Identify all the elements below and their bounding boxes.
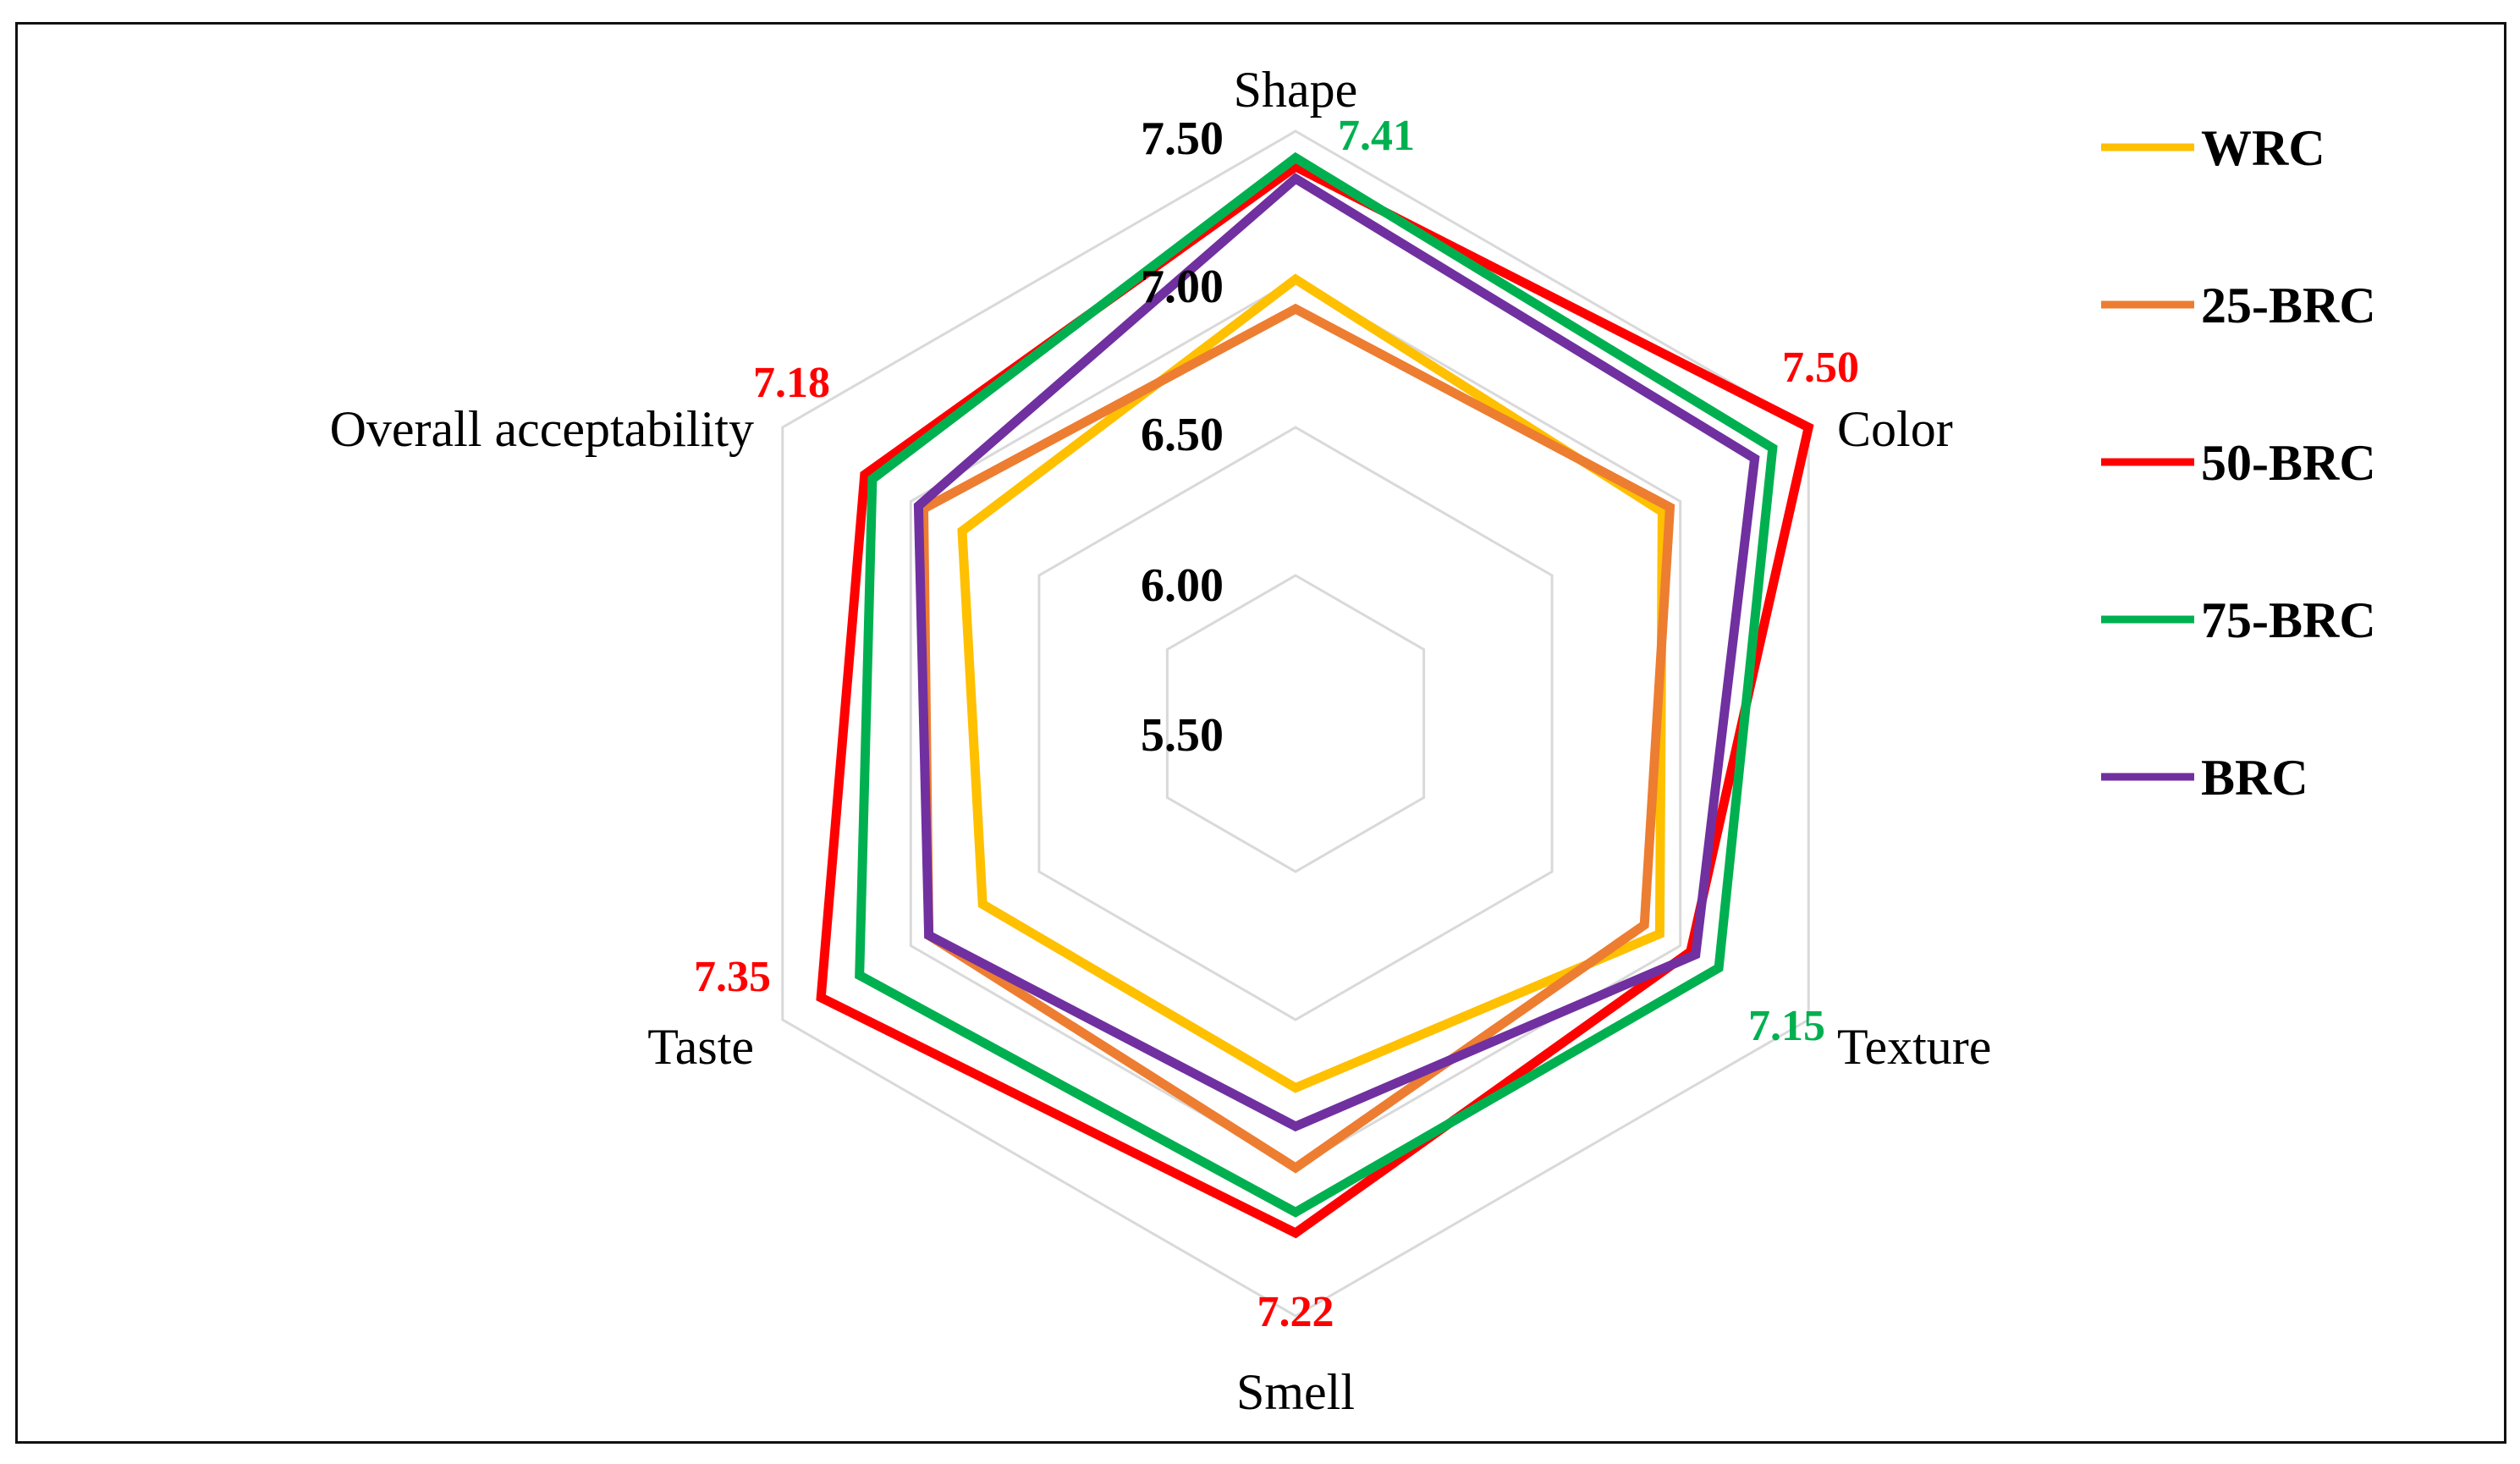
data-label-texture: 7.15 <box>1748 1002 1825 1050</box>
radar-series <box>816 151 1814 1239</box>
series-25-brc <box>918 303 1675 1174</box>
series-75-brc <box>855 151 1778 1218</box>
legend-label-25-brc: 25-BRC <box>2201 278 2376 333</box>
grid-ring-6-50 <box>1037 426 1554 1021</box>
axis-label-overall-acceptability: Overall acceptability <box>330 401 754 457</box>
series-50-brc <box>816 161 1814 1239</box>
data-label-smell: 7.22 <box>1257 1288 1334 1336</box>
chart-frame: Shape Color Texture Smell Taste Overall … <box>15 22 2506 1444</box>
axis-label-texture: Texture <box>1837 1019 1991 1075</box>
series-wrc <box>957 273 1667 1093</box>
data-label-taste: 7.35 <box>694 953 771 1001</box>
series-brc <box>913 173 1760 1132</box>
tick-label-6-00: 6.00 <box>1141 559 1224 612</box>
legend-label-wrc: WRC <box>2201 120 2325 176</box>
tick-label-6-50: 6.50 <box>1141 409 1224 461</box>
grid-ring-6-00 <box>1165 574 1426 873</box>
legend: WRC 25-BRC 50-BRC 75-BRC BRC <box>2101 120 2376 806</box>
axis-label-shape: Shape <box>1234 62 1358 118</box>
tick-label-7-00: 7.00 <box>1141 261 1224 313</box>
radar-chart: Shape Color Texture Smell Taste Overall … <box>330 62 2376 1420</box>
tick-label-5-50: 5.50 <box>1141 709 1224 762</box>
axis-label-smell: Smell <box>1236 1364 1355 1420</box>
legend-label-brc: BRC <box>2201 750 2308 806</box>
data-label-overall-acceptability: 7.18 <box>753 359 830 407</box>
tick-label-7-50: 7.50 <box>1141 113 1224 165</box>
axis-label-taste: Taste <box>647 1019 754 1075</box>
legend-label-75-brc: 75-BRC <box>2201 592 2376 648</box>
data-label-color: 7.50 <box>1782 344 1859 392</box>
legend-label-50-brc: 50-BRC <box>2201 435 2376 491</box>
axis-label-color: Color <box>1837 401 1953 457</box>
data-label-shape: 7.41 <box>1338 112 1415 160</box>
